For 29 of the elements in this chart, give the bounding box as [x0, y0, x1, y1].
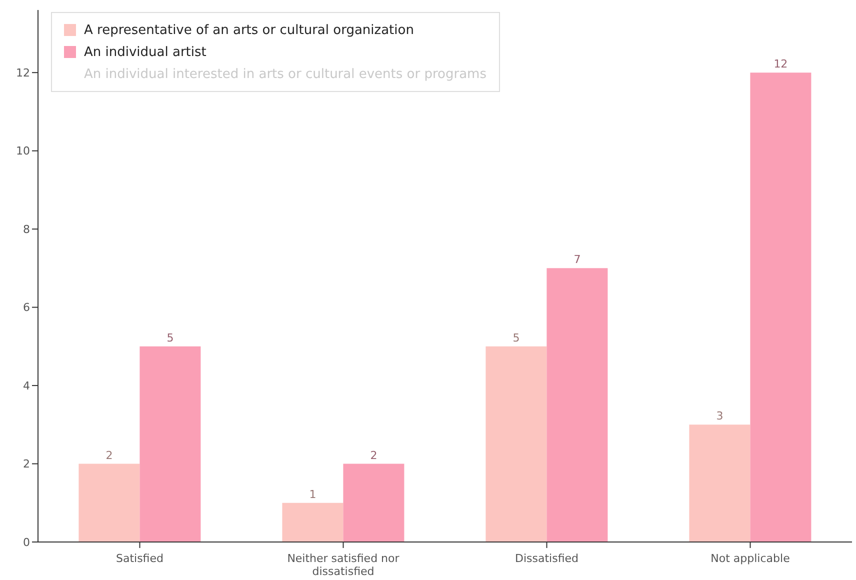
data-label: 1 [309, 488, 316, 501]
x-tick-label: Not applicable [710, 552, 790, 565]
bar [750, 72, 812, 542]
data-label: 2 [106, 448, 113, 462]
y-tick-label: 0 [23, 536, 30, 549]
bar [78, 464, 140, 542]
data-label: 7 [574, 253, 581, 266]
bar [282, 502, 344, 542]
x-tick-label: Dissatisfied [514, 552, 579, 565]
x-tick-label: Neither satisfied nor dissatisfied [287, 552, 400, 578]
y-tick-label: 6 [23, 301, 30, 314]
bar [343, 464, 404, 542]
y-tick-label: 8 [23, 222, 30, 236]
bar [689, 424, 750, 542]
y-tick-label: 12 [16, 66, 30, 80]
x-tick-label: Satisfied [116, 552, 164, 565]
data-label: 3 [716, 410, 724, 423]
data-label: 5 [512, 331, 520, 344]
data-label: 2 [370, 448, 378, 462]
bar [486, 346, 547, 542]
legend-label: A representative of an arts or cultural organization [84, 22, 414, 38]
data-label: 12 [774, 58, 788, 71]
bar [140, 346, 201, 542]
y-tick-label: 2 [23, 458, 30, 471]
data-label: 5 [166, 331, 174, 344]
y-tick-label: 10 [16, 144, 30, 158]
bar [546, 268, 608, 542]
y-tick-label: 4 [23, 379, 30, 392]
legend-label: An individual artist [84, 44, 206, 60]
